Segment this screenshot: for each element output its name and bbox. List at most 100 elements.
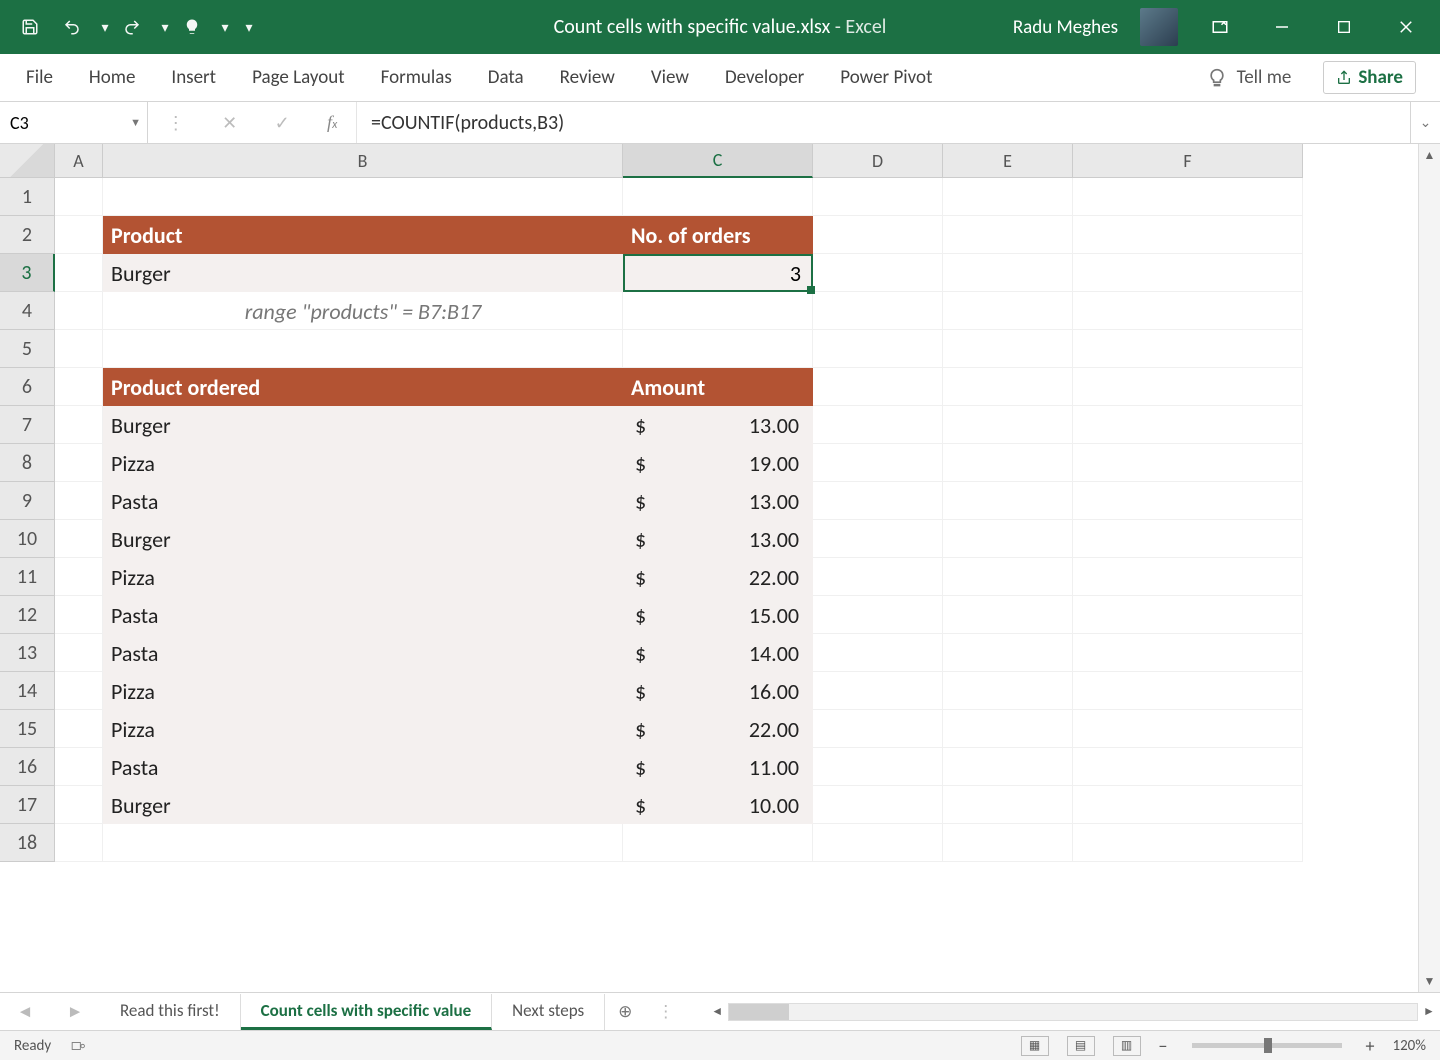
- cell-E3[interactable]: [943, 254, 1073, 292]
- table2-amount-16[interactable]: $11.00: [623, 748, 813, 786]
- formula-more-icon[interactable]: ⋮: [167, 112, 185, 134]
- cell-F14[interactable]: [1073, 672, 1303, 710]
- cell-F13[interactable]: [1073, 634, 1303, 672]
- ribbon-tab-power-pivot[interactable]: Power Pivot: [838, 60, 934, 95]
- macro-record-icon[interactable]: [69, 1039, 87, 1053]
- column-header-C[interactable]: C: [623, 144, 813, 178]
- cell-A10[interactable]: [55, 520, 103, 558]
- page-break-view-icon[interactable]: ▥: [1113, 1036, 1141, 1056]
- cell-E16[interactable]: [943, 748, 1073, 786]
- fx-icon[interactable]: fx: [327, 112, 337, 133]
- cell-D11[interactable]: [813, 558, 943, 596]
- cell-D1[interactable]: [813, 178, 943, 216]
- cell-D12[interactable]: [813, 596, 943, 634]
- redo-icon[interactable]: [116, 11, 148, 43]
- expand-formula-bar-icon[interactable]: ⌄: [1410, 102, 1440, 143]
- row-header-6[interactable]: 6: [0, 368, 55, 406]
- cell-D4[interactable]: [813, 292, 943, 330]
- table2-product-12[interactable]: Pasta: [103, 596, 623, 634]
- cell-D8[interactable]: [813, 444, 943, 482]
- table2-amount-14[interactable]: $16.00: [623, 672, 813, 710]
- redo-dropdown-icon[interactable]: ▾: [158, 11, 172, 43]
- cell-A7[interactable]: [55, 406, 103, 444]
- scroll-left-icon[interactable]: ◄: [706, 1004, 728, 1019]
- cell-F2[interactable]: [1073, 216, 1303, 254]
- ribbon-tab-home[interactable]: Home: [87, 60, 138, 95]
- table2-amount-12[interactable]: $15.00: [623, 596, 813, 634]
- cell-F5[interactable]: [1073, 330, 1303, 368]
- cell-E5[interactable]: [943, 330, 1073, 368]
- maximize-icon[interactable]: [1324, 19, 1364, 35]
- cell-A4[interactable]: [55, 292, 103, 330]
- cell-E2[interactable]: [943, 216, 1073, 254]
- cell-B5[interactable]: [103, 330, 623, 368]
- tab-scroll-right-icon[interactable]: ►: [67, 1001, 84, 1022]
- column-header-E[interactable]: E: [943, 144, 1073, 178]
- cell-F12[interactable]: [1073, 596, 1303, 634]
- cell-A17[interactable]: [55, 786, 103, 824]
- cell-A13[interactable]: [55, 634, 103, 672]
- save-icon[interactable]: [14, 11, 46, 43]
- cell-E18[interactable]: [943, 824, 1073, 862]
- cell-F15[interactable]: [1073, 710, 1303, 748]
- cell-A16[interactable]: [55, 748, 103, 786]
- table2-product-7[interactable]: Burger: [103, 406, 623, 444]
- select-all-corner[interactable]: [0, 144, 55, 178]
- row-header-12[interactable]: 12: [0, 596, 55, 634]
- row-header-7[interactable]: 7: [0, 406, 55, 444]
- cell-D16[interactable]: [813, 748, 943, 786]
- table2-product-13[interactable]: Pasta: [103, 634, 623, 672]
- cancel-icon[interactable]: ✕: [222, 112, 237, 134]
- tab-scroll-left-icon[interactable]: ◄: [17, 1001, 34, 1022]
- ribbon-tab-view[interactable]: View: [649, 60, 691, 95]
- cell-A9[interactable]: [55, 482, 103, 520]
- row-header-14[interactable]: 14: [0, 672, 55, 710]
- cell-F6[interactable]: [1073, 368, 1303, 406]
- cell-E1[interactable]: [943, 178, 1073, 216]
- table2-product-11[interactable]: Pizza: [103, 558, 623, 596]
- cell-C5[interactable]: [623, 330, 813, 368]
- cell-E12[interactable]: [943, 596, 1073, 634]
- name-box[interactable]: C3 ▼: [0, 102, 148, 143]
- avatar[interactable]: [1140, 8, 1178, 46]
- ribbon-tab-developer[interactable]: Developer: [723, 60, 806, 95]
- cell-D17[interactable]: [813, 786, 943, 824]
- page-layout-view-icon[interactable]: ▤: [1067, 1036, 1095, 1056]
- enter-icon[interactable]: ✓: [275, 112, 290, 134]
- lightbulb-icon[interactable]: [176, 11, 208, 43]
- table2-amount-13[interactable]: $14.00: [623, 634, 813, 672]
- cell-A2[interactable]: [55, 216, 103, 254]
- cell-F1[interactable]: [1073, 178, 1303, 216]
- cell-A14[interactable]: [55, 672, 103, 710]
- cell-F7[interactable]: [1073, 406, 1303, 444]
- zoom-level[interactable]: 120%: [1392, 1037, 1426, 1055]
- row-header-15[interactable]: 15: [0, 710, 55, 748]
- row-header-2[interactable]: 2: [0, 216, 55, 254]
- close-icon[interactable]: [1386, 18, 1426, 36]
- row-header-17[interactable]: 17: [0, 786, 55, 824]
- cell-A15[interactable]: [55, 710, 103, 748]
- table2-product-16[interactable]: Pasta: [103, 748, 623, 786]
- table2-amount-15[interactable]: $22.00: [623, 710, 813, 748]
- scroll-down-icon[interactable]: ▼: [1419, 970, 1440, 992]
- table2-header-product[interactable]: Product ordered: [103, 368, 623, 406]
- cell-E7[interactable]: [943, 406, 1073, 444]
- add-sheet-button[interactable]: ⊕: [605, 1001, 645, 1022]
- row-header-1[interactable]: 1: [0, 178, 55, 216]
- row-header-18[interactable]: 18: [0, 824, 55, 862]
- cell-D5[interactable]: [813, 330, 943, 368]
- column-header-D[interactable]: D: [813, 144, 943, 178]
- table2-amount-7[interactable]: $13.00: [623, 406, 813, 444]
- tell-me-label[interactable]: Tell me: [1237, 66, 1292, 89]
- cell-F9[interactable]: [1073, 482, 1303, 520]
- row-header-5[interactable]: 5: [0, 330, 55, 368]
- share-button[interactable]: Share: [1323, 61, 1416, 94]
- cell-D10[interactable]: [813, 520, 943, 558]
- vertical-scrollbar[interactable]: ▲ ▼: [1418, 144, 1440, 992]
- cell-A18[interactable]: [55, 824, 103, 862]
- cell-F16[interactable]: [1073, 748, 1303, 786]
- row-header-8[interactable]: 8: [0, 444, 55, 482]
- horizontal-scrollbar[interactable]: ◄ ►: [706, 1003, 1440, 1021]
- cell-D18[interactable]: [813, 824, 943, 862]
- column-header-A[interactable]: A: [55, 144, 103, 178]
